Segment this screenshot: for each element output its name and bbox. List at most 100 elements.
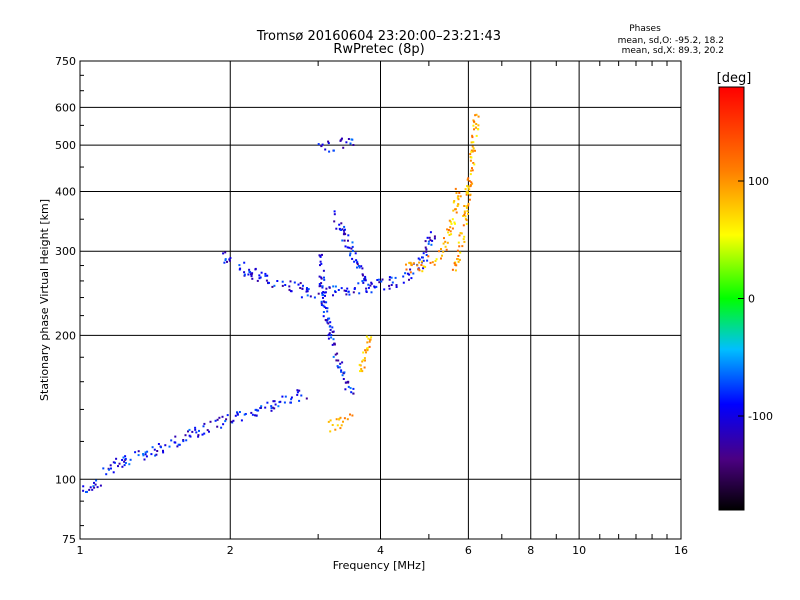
echo-point	[325, 301, 328, 304]
echo-point	[471, 167, 473, 170]
echo-point	[319, 264, 321, 267]
echo-point	[444, 245, 447, 248]
echo-point	[451, 268, 454, 271]
echo-point	[390, 276, 393, 279]
echo-point	[388, 287, 391, 290]
echo-point	[365, 335, 368, 338]
echo-point	[325, 287, 328, 290]
echo-point	[238, 411, 241, 413]
echo-point	[273, 407, 276, 410]
echo-point	[317, 292, 320, 295]
echo-point	[96, 486, 99, 489]
echo-point	[460, 232, 463, 235]
echo-point	[342, 146, 345, 149]
echo-point	[338, 417, 341, 420]
echo-point	[453, 262, 456, 265]
echo-point	[459, 195, 462, 198]
echo-point	[440, 257, 442, 260]
echo-point	[115, 457, 118, 460]
echo-point	[264, 406, 267, 409]
echo-point	[457, 203, 460, 206]
echo-point	[388, 278, 391, 281]
echo-point	[352, 392, 355, 395]
echo-point	[93, 486, 96, 489]
echo-point	[327, 140, 330, 143]
echo-point	[109, 464, 112, 467]
x-tick-label: 2	[227, 544, 234, 557]
echo-point	[417, 268, 420, 271]
echo-point	[424, 246, 427, 249]
echo-point	[244, 413, 247, 415]
y-tick-label: 600	[55, 101, 76, 114]
colorbar-tick-label: -100	[748, 410, 773, 423]
echo-point	[347, 239, 349, 242]
echo-point	[361, 360, 364, 363]
echo-point	[350, 247, 353, 250]
echo-point	[336, 424, 339, 427]
echo-point	[431, 261, 434, 264]
echo-point	[343, 229, 345, 232]
echo-point	[162, 451, 165, 454]
echo-point	[277, 405, 280, 408]
echo-point	[425, 250, 428, 253]
echo-point	[264, 272, 267, 275]
echo-point	[412, 272, 415, 275]
echo-point	[137, 454, 140, 457]
echo-point	[456, 196, 459, 199]
echo-point	[202, 425, 205, 428]
echo-point	[461, 245, 464, 248]
echo-point	[431, 239, 434, 242]
echo-point	[336, 365, 339, 368]
echo-point	[377, 278, 380, 281]
echo-point	[91, 488, 94, 491]
echo-point	[370, 291, 373, 294]
echo-point	[327, 142, 330, 145]
echo-point	[321, 285, 324, 288]
echo-point	[322, 291, 325, 293]
echo-point	[440, 248, 442, 250]
echo-point	[341, 374, 344, 377]
echo-point	[465, 219, 468, 222]
echo-point	[250, 275, 253, 278]
echo-point	[99, 484, 102, 487]
echo-point	[469, 194, 472, 197]
echo-point	[342, 420, 344, 423]
echo-point	[226, 260, 228, 263]
echo-point	[344, 381, 347, 384]
echo-point	[332, 338, 335, 341]
echo-point	[336, 352, 339, 355]
echo-point	[238, 268, 241, 271]
echo-point	[344, 245, 347, 248]
echo-point	[428, 236, 431, 239]
echo-point	[477, 124, 480, 127]
echo-point	[142, 453, 145, 455]
echo-point	[351, 414, 354, 417]
echo-point	[471, 169, 474, 172]
echo-point	[408, 278, 410, 281]
echo-point	[447, 229, 450, 231]
echo-point	[328, 332, 331, 335]
echo-point	[194, 426, 197, 429]
colorbar-label: [deg]	[717, 71, 752, 86]
echo-point	[318, 275, 321, 278]
echo-point	[349, 387, 352, 390]
echo-point	[290, 396, 293, 399]
echo-point	[254, 267, 257, 270]
echo-point	[307, 288, 310, 291]
echo-point	[201, 433, 204, 436]
echo-point	[160, 446, 162, 449]
echo-point	[454, 222, 456, 225]
echo-point	[361, 273, 364, 276]
echo-point	[319, 260, 322, 263]
echo-point	[450, 222, 453, 225]
echo-point	[349, 413, 351, 416]
echo-point	[195, 431, 198, 434]
echo-point	[362, 351, 365, 354]
echo-point	[370, 282, 373, 285]
echo-point	[365, 287, 368, 290]
echo-point	[465, 193, 468, 196]
echo-point	[341, 239, 344, 242]
echo-point	[362, 274, 364, 277]
echo-point	[449, 226, 452, 229]
echo-point	[331, 331, 334, 333]
